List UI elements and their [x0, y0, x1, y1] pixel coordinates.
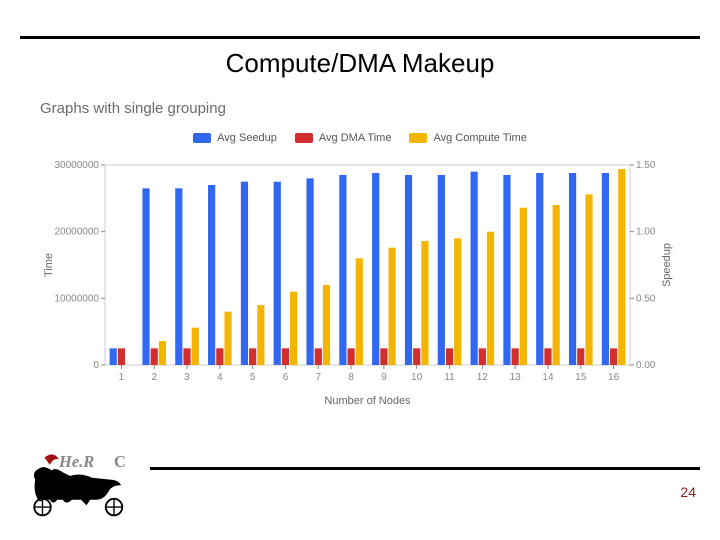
bar-avg-compute-time: [454, 238, 461, 365]
svg-text:Time: Time: [43, 253, 55, 277]
legend-label: Avg DMA Time: [319, 132, 392, 144]
bar-avg-compute-time: [224, 312, 231, 365]
bar-avg-seedup: [438, 175, 445, 365]
bar-avg-seedup: [536, 173, 543, 365]
bar-avg-dma-time: [413, 348, 420, 365]
bar-avg-seedup: [208, 185, 215, 365]
bar-avg-compute-time: [356, 258, 363, 365]
legend-swatch: [193, 133, 211, 143]
svg-text:15: 15: [575, 372, 587, 383]
svg-text:8: 8: [348, 372, 354, 383]
bar-avg-seedup: [471, 172, 478, 365]
bar-avg-dma-time: [216, 348, 223, 365]
svg-text:6: 6: [283, 372, 289, 383]
logo-text: He.R: [58, 452, 94, 471]
legend-label: Avg Compute Time: [433, 132, 526, 144]
legend-item: Avg Compute Time: [409, 132, 526, 144]
svg-text:13: 13: [510, 372, 522, 383]
bar-avg-compute-time: [553, 205, 560, 365]
bar-avg-seedup: [142, 188, 149, 365]
bar-avg-dma-time: [380, 348, 387, 365]
bar-avg-compute-time: [323, 285, 330, 365]
bar-avg-dma-time: [479, 348, 486, 365]
bar-avg-seedup: [339, 175, 346, 365]
svg-text:Speedup: Speedup: [661, 243, 673, 287]
bar-avg-seedup: [602, 173, 609, 365]
svg-text:10: 10: [411, 372, 423, 383]
bar-avg-dma-time: [610, 348, 617, 365]
bar-avg-compute-time: [520, 208, 527, 365]
svg-text:3: 3: [184, 372, 190, 383]
bottom-divider: [150, 467, 700, 470]
bar-avg-seedup: [405, 175, 412, 365]
bar-avg-compute-time: [618, 169, 625, 365]
svg-text:12: 12: [477, 372, 489, 383]
bar-avg-dma-time: [544, 348, 551, 365]
svg-text:0.00: 0.00: [636, 360, 656, 371]
svg-text:5: 5: [250, 372, 256, 383]
svg-text:0: 0: [93, 360, 99, 371]
bar-avg-seedup: [306, 178, 313, 365]
svg-text:2: 2: [151, 372, 157, 383]
bar-avg-dma-time: [249, 348, 256, 365]
bar-avg-seedup: [503, 175, 510, 365]
svg-text:30000000: 30000000: [55, 160, 100, 171]
svg-text:11: 11: [444, 372, 455, 383]
svg-text:4: 4: [217, 372, 223, 383]
bar-avg-compute-time: [159, 341, 166, 365]
bar-avg-compute-time: [192, 328, 199, 365]
bar-avg-seedup: [372, 173, 379, 365]
bar-avg-compute-time: [290, 292, 297, 365]
bar-avg-compute-time: [487, 232, 494, 365]
bar-avg-seedup: [274, 182, 281, 365]
bar-avg-dma-time: [315, 348, 322, 365]
legend-swatch: [295, 133, 313, 143]
bar-avg-seedup: [569, 173, 576, 365]
svg-text:Number of Nodes: Number of Nodes: [324, 395, 411, 407]
top-divider: [20, 36, 700, 39]
bar-avg-seedup: [110, 348, 117, 365]
bar-avg-dma-time: [577, 348, 584, 365]
page-number: 24: [680, 484, 696, 500]
bar-avg-seedup: [175, 188, 182, 365]
legend-label: Avg Seedup: [217, 132, 277, 144]
svg-text:10000000: 10000000: [55, 293, 100, 304]
slide-title: Compute/DMA Makeup: [0, 48, 720, 79]
bar-avg-dma-time: [151, 348, 158, 365]
bar-avg-dma-time: [183, 348, 190, 365]
legend-item: Avg DMA Time: [295, 132, 392, 144]
bar-avg-compute-time: [257, 305, 264, 365]
bar-avg-compute-time: [389, 248, 396, 365]
bar-avg-dma-time: [512, 348, 519, 365]
svg-text:14: 14: [542, 372, 554, 383]
svg-text:1: 1: [119, 372, 125, 383]
logo-plume: [44, 454, 59, 465]
svg-text:7: 7: [316, 372, 322, 383]
bar-avg-dma-time: [282, 348, 289, 365]
svg-text:0.50: 0.50: [636, 293, 656, 304]
svg-text:20000000: 20000000: [55, 227, 100, 238]
bar-avg-seedup: [241, 182, 248, 365]
chart-legend: Avg Seedup Avg DMA Time Avg Compute Time: [0, 132, 720, 144]
svg-text:1.00: 1.00: [636, 227, 656, 238]
svg-text:16: 16: [608, 372, 620, 383]
bar-avg-dma-time: [347, 348, 354, 365]
svg-text:1.50: 1.50: [636, 160, 656, 171]
chart-area: 0 10000000 20000000 30000000 0.00 0.50 1.00 1.5…: [40, 155, 680, 410]
chart-subtitle: Graphs with single grouping: [40, 100, 226, 117]
svg-text:9: 9: [381, 372, 387, 383]
bar-avg-dma-time: [446, 348, 453, 365]
bar-avg-dma-time: [118, 348, 125, 365]
legend-swatch: [409, 133, 427, 143]
logo: He.R C: [26, 452, 136, 520]
legend-item: Avg Seedup: [193, 132, 277, 144]
logo-text-c: C: [114, 452, 126, 471]
bar-avg-compute-time: [585, 194, 592, 365]
bar-avg-compute-time: [421, 241, 428, 365]
